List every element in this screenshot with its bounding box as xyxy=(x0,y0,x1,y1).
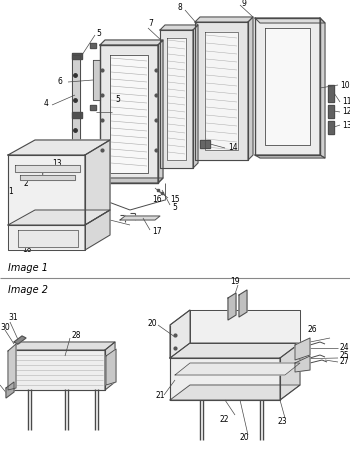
Text: 16: 16 xyxy=(152,196,162,204)
Polygon shape xyxy=(8,210,110,225)
Polygon shape xyxy=(295,356,310,372)
Polygon shape xyxy=(280,343,300,400)
Text: 20: 20 xyxy=(148,318,158,328)
Polygon shape xyxy=(8,155,85,225)
Text: 5: 5 xyxy=(96,29,101,38)
Text: 14: 14 xyxy=(228,144,238,153)
Polygon shape xyxy=(6,382,14,398)
Text: 6: 6 xyxy=(58,77,63,87)
Polygon shape xyxy=(8,140,110,155)
Polygon shape xyxy=(8,225,85,250)
Polygon shape xyxy=(228,293,236,320)
Polygon shape xyxy=(295,338,310,360)
Polygon shape xyxy=(8,344,16,390)
Polygon shape xyxy=(18,230,78,247)
Polygon shape xyxy=(158,40,163,183)
Polygon shape xyxy=(328,121,334,134)
Text: 20: 20 xyxy=(240,434,250,443)
Polygon shape xyxy=(72,112,82,118)
Polygon shape xyxy=(205,32,238,150)
Text: 22: 22 xyxy=(220,415,230,424)
Text: 31: 31 xyxy=(8,313,18,323)
Polygon shape xyxy=(170,310,190,358)
Polygon shape xyxy=(14,336,26,344)
Text: 3: 3 xyxy=(38,169,43,178)
Polygon shape xyxy=(90,105,96,110)
Polygon shape xyxy=(85,140,110,225)
Polygon shape xyxy=(193,25,198,168)
Polygon shape xyxy=(248,17,253,160)
Polygon shape xyxy=(239,290,247,317)
Text: 5: 5 xyxy=(115,96,120,105)
Text: 4: 4 xyxy=(44,100,49,109)
Polygon shape xyxy=(106,349,116,385)
Polygon shape xyxy=(320,18,325,158)
Polygon shape xyxy=(85,210,110,250)
Polygon shape xyxy=(105,342,115,390)
Polygon shape xyxy=(10,350,105,390)
Polygon shape xyxy=(200,140,210,148)
Polygon shape xyxy=(160,25,198,30)
Text: 21: 21 xyxy=(155,391,164,400)
Polygon shape xyxy=(167,38,186,160)
Polygon shape xyxy=(120,216,160,220)
Text: 2: 2 xyxy=(23,178,28,188)
Polygon shape xyxy=(170,385,300,400)
Polygon shape xyxy=(190,310,300,343)
Polygon shape xyxy=(20,175,75,180)
Polygon shape xyxy=(93,60,100,100)
Text: 7: 7 xyxy=(148,19,153,29)
Polygon shape xyxy=(265,28,310,145)
Text: 26: 26 xyxy=(308,326,318,334)
Text: 24: 24 xyxy=(340,343,350,352)
Text: 15: 15 xyxy=(170,196,180,204)
Text: 27: 27 xyxy=(340,357,350,366)
Polygon shape xyxy=(160,30,193,168)
Polygon shape xyxy=(175,363,300,375)
Text: Image 2: Image 2 xyxy=(8,285,48,295)
Text: 1: 1 xyxy=(8,188,13,197)
Text: 19: 19 xyxy=(230,278,240,286)
Text: 13: 13 xyxy=(52,159,62,168)
Polygon shape xyxy=(170,343,300,358)
Text: 8: 8 xyxy=(178,4,183,13)
Text: 11: 11 xyxy=(342,97,350,106)
Polygon shape xyxy=(72,55,80,175)
Text: 23: 23 xyxy=(278,418,288,427)
Polygon shape xyxy=(100,45,158,183)
Polygon shape xyxy=(255,155,325,158)
Polygon shape xyxy=(255,18,320,155)
Polygon shape xyxy=(170,358,280,400)
Polygon shape xyxy=(195,22,248,160)
Text: 30: 30 xyxy=(0,323,10,333)
Text: 10: 10 xyxy=(340,81,350,90)
Polygon shape xyxy=(15,165,80,172)
Text: 17: 17 xyxy=(152,227,162,236)
Text: 9: 9 xyxy=(242,0,247,8)
Text: 25: 25 xyxy=(340,352,350,361)
Text: 13: 13 xyxy=(342,120,350,130)
Polygon shape xyxy=(90,43,96,48)
Polygon shape xyxy=(72,53,82,59)
Polygon shape xyxy=(100,178,163,183)
Text: 12: 12 xyxy=(342,107,350,116)
Text: 18: 18 xyxy=(22,246,32,255)
Text: 5: 5 xyxy=(172,202,177,212)
Polygon shape xyxy=(255,18,325,23)
Polygon shape xyxy=(328,85,334,102)
Polygon shape xyxy=(110,55,148,173)
Polygon shape xyxy=(100,40,163,45)
Text: 28: 28 xyxy=(72,331,82,339)
Polygon shape xyxy=(10,342,115,350)
Polygon shape xyxy=(195,17,253,22)
Polygon shape xyxy=(328,105,334,118)
Text: Image 1: Image 1 xyxy=(8,263,48,273)
